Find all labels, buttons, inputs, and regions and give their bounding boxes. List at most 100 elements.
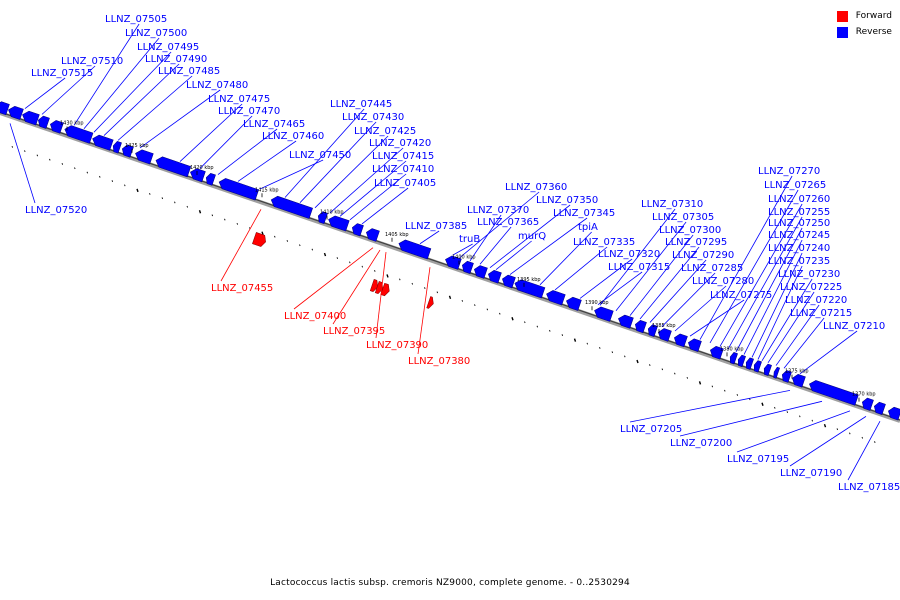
reverse-gene-label[interactable]: LLNZ_07240 [768, 243, 830, 254]
reverse-gene-arrow[interactable] [21, 109, 40, 126]
reverse-gene-arrow[interactable] [189, 167, 206, 183]
reverse-gene-arrow[interactable] [487, 269, 502, 284]
reverse-gene-arrow[interactable] [673, 333, 688, 348]
reverse-gene-arrow[interactable] [808, 379, 859, 406]
reverse-gene-arrow[interactable] [217, 177, 260, 201]
reverse-gene-label[interactable]: LLNZ_07250 [768, 218, 830, 229]
reverse-gene-label[interactable]: LLNZ_07210 [823, 321, 885, 332]
reverse-gene-label[interactable]: LLNZ_07235 [768, 256, 830, 267]
reverse-gene-arrow[interactable] [791, 373, 806, 388]
reverse-gene-label[interactable]: LLNZ_07460 [262, 131, 324, 142]
reverse-gene-label[interactable]: LLNZ_07385 [405, 221, 467, 232]
forward-gene-arrow[interactable] [374, 281, 385, 294]
reverse-gene-arrow[interactable] [460, 260, 474, 274]
reverse-gene-label[interactable]: LLNZ_07500 [125, 28, 187, 39]
reverse-gene-label[interactable]: LLNZ_07360 [505, 182, 567, 193]
reverse-gene-arrow[interactable] [687, 337, 702, 352]
reverse-gene-arrow[interactable] [646, 324, 658, 337]
forward-gene-label[interactable]: LLNZ_07400 [284, 311, 346, 322]
reverse-gene-arrow[interactable] [633, 319, 647, 334]
reverse-gene-arrow[interactable] [7, 105, 24, 120]
reverse-gene-arrow[interactable] [0, 100, 10, 116]
reverse-gene-label[interactable]: LLNZ_07345 [553, 208, 615, 219]
reverse-gene-arrow[interactable] [762, 363, 772, 376]
reverse-gene-label[interactable]: LLNZ_07200 [670, 438, 732, 449]
reverse-gene-label[interactable]: LLNZ_07510 [61, 56, 123, 67]
reverse-gene-label[interactable]: LLNZ_07255 [768, 207, 830, 218]
reverse-gene-label[interactable]: LLNZ_07515 [31, 68, 93, 79]
reverse-gene-label[interactable]: LLNZ_07495 [137, 42, 199, 53]
reverse-gene-label[interactable]: LLNZ_07195 [727, 454, 789, 465]
forward-gene-label[interactable]: LLNZ_07395 [323, 326, 385, 337]
reverse-gene-label[interactable]: LLNZ_07295 [665, 237, 727, 248]
forward-gene-arrow[interactable] [369, 279, 380, 292]
reverse-gene-label[interactable]: LLNZ_07335 [573, 237, 635, 248]
forward-gene-arrow[interactable] [426, 296, 436, 310]
reverse-gene-label[interactable]: LLNZ_07190 [780, 468, 842, 479]
reverse-gene-label[interactable]: LLNZ_07320 [598, 249, 660, 260]
reverse-gene-arrow[interactable] [49, 119, 64, 134]
reverse-gene-label[interactable]: LLNZ_07420 [369, 138, 431, 149]
reverse-gene-label[interactable]: LLNZ_07265 [764, 180, 826, 191]
reverse-gene-label[interactable]: LLNZ_07415 [372, 151, 434, 162]
reverse-gene-arrow[interactable] [744, 357, 754, 370]
reverse-gene-arrow[interactable] [752, 360, 762, 373]
reverse-gene-label[interactable]: LLNZ_07215 [790, 308, 852, 319]
reverse-gene-arrow[interactable] [204, 172, 216, 186]
reverse-gene-label[interactable]: LLNZ_07225 [780, 282, 842, 293]
reverse-gene-arrow[interactable] [316, 211, 328, 225]
reverse-gene-arrow[interactable] [860, 397, 874, 411]
reverse-gene-label[interactable]: LLNZ_07305 [652, 212, 714, 223]
reverse-gene-label[interactable]: LLNZ_07505 [105, 14, 167, 25]
reverse-gene-label[interactable]: LLNZ_07430 [342, 112, 404, 123]
forward-gene-label[interactable]: LLNZ_07380 [408, 356, 470, 367]
reverse-gene-arrow[interactable] [444, 254, 462, 270]
reverse-gene-arrow[interactable] [728, 352, 738, 365]
reverse-gene-label[interactable]: LLNZ_07220 [785, 295, 847, 306]
reverse-gene-label[interactable]: LLNZ_07370 [467, 205, 529, 216]
reverse-gene-arrow[interactable] [111, 141, 122, 154]
reverse-gene-label[interactable]: LLNZ_07310 [641, 199, 703, 210]
reverse-gene-label[interactable]: LLNZ_07290 [672, 250, 734, 261]
reverse-gene-label[interactable]: LLNZ_07350 [536, 195, 598, 206]
reverse-gene-label[interactable]: LLNZ_07485 [158, 66, 220, 77]
reverse-gene-label[interactable]: LLNZ_07260 [768, 194, 830, 205]
reverse-gene-label[interactable]: LLNZ_07490 [145, 54, 207, 65]
reverse-gene-arrow[interactable] [736, 354, 746, 368]
reverse-gene-label[interactable]: LLNZ_07270 [758, 166, 820, 177]
reverse-gene-arrow[interactable] [780, 369, 792, 383]
reverse-gene-label[interactable]: LLNZ_07405 [374, 178, 436, 189]
reverse-gene-arrow[interactable] [709, 345, 724, 360]
reverse-gene-arrow[interactable] [657, 327, 672, 342]
reverse-gene-label[interactable]: tpiA [578, 222, 598, 233]
forward-gene-arrow[interactable] [252, 232, 267, 247]
reverse-gene-arrow[interactable] [134, 148, 154, 165]
reverse-gene-label[interactable]: LLNZ_07410 [372, 164, 434, 175]
reverse-gene-arrow[interactable] [63, 124, 94, 144]
reverse-gene-label[interactable]: LLNZ_07520 [25, 205, 87, 216]
reverse-gene-arrow[interactable] [365, 227, 380, 242]
reverse-gene-arrow[interactable] [91, 133, 114, 151]
reverse-gene-label[interactable]: LLNZ_07300 [659, 225, 721, 236]
reverse-gene-label[interactable]: LLNZ_07245 [768, 230, 830, 241]
reverse-gene-label[interactable]: LLNZ_07275 [710, 290, 772, 301]
reverse-gene-arrow[interactable] [772, 366, 780, 379]
reverse-gene-arrow[interactable] [513, 278, 546, 299]
reverse-gene-label[interactable]: LLNZ_07205 [620, 424, 682, 435]
reverse-gene-label[interactable]: LLNZ_07450 [289, 150, 351, 161]
reverse-gene-arrow[interactable] [36, 115, 50, 129]
reverse-gene-label[interactable]: LLNZ_07470 [218, 106, 280, 117]
reverse-gene-label[interactable]: LLNZ_07230 [778, 269, 840, 280]
reverse-gene-label[interactable]: LLNZ_07425 [354, 126, 416, 137]
reverse-gene-arrow[interactable] [269, 195, 313, 219]
reverse-gene-arrow[interactable] [565, 296, 582, 311]
reverse-gene-label[interactable]: LLNZ_07315 [608, 262, 670, 273]
reverse-gene-arrow[interactable] [397, 238, 432, 260]
reverse-gene-label[interactable]: LLNZ_07280 [692, 276, 754, 287]
reverse-gene-arrow[interactable] [501, 274, 516, 289]
reverse-gene-label[interactable]: truB [459, 234, 480, 245]
reverse-gene-arrow[interactable] [154, 155, 192, 178]
reverse-gene-label[interactable]: LLNZ_07445 [330, 99, 392, 110]
reverse-gene-arrow[interactable] [350, 222, 364, 237]
reverse-gene-label[interactable]: LLNZ_07480 [186, 80, 248, 91]
